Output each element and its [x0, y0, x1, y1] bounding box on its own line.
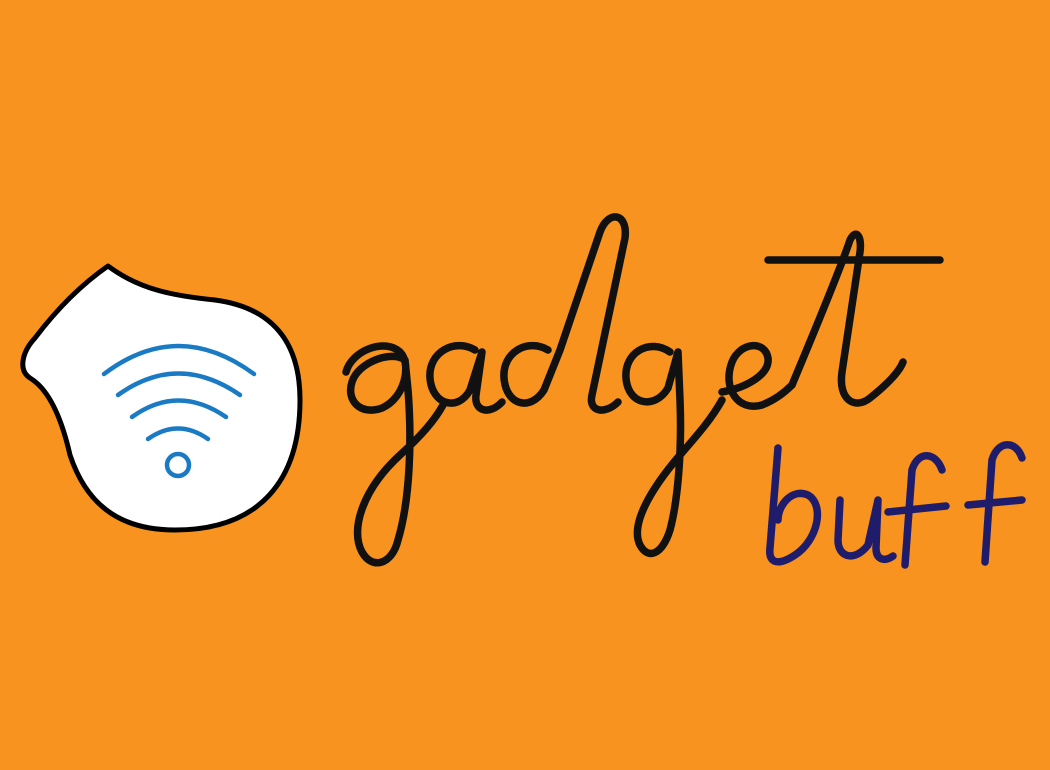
- wifi-dot: [164, 451, 192, 479]
- letter-f-1-bar: [884, 502, 950, 516]
- letter-d: [500, 213, 629, 414]
- letter-u: [834, 496, 897, 563]
- wordmark-buff: [766, 441, 1026, 569]
- wifi-arc-outer: [101, 343, 257, 377]
- letter-t-stem: [788, 230, 907, 407]
- letter-f-2: [981, 441, 1026, 566]
- letter-f-1: [901, 452, 946, 569]
- letter-e: [718, 341, 796, 410]
- letter-g-1: [342, 342, 447, 567]
- letter-b: [766, 444, 822, 566]
- wifi-arc-third: [129, 398, 229, 420]
- wifi-arc-second: [115, 371, 243, 398]
- letter-f-2-bar: [964, 496, 1026, 509]
- letter-g-2: [622, 342, 726, 558]
- wifi-signal-icon: [101, 343, 257, 479]
- badge-shape: [20, 263, 303, 533]
- wifi-badge: [20, 263, 303, 533]
- wordmark-gadget: [342, 213, 944, 567]
- letter-a: [426, 341, 506, 414]
- wifi-arc-inner: [145, 426, 211, 442]
